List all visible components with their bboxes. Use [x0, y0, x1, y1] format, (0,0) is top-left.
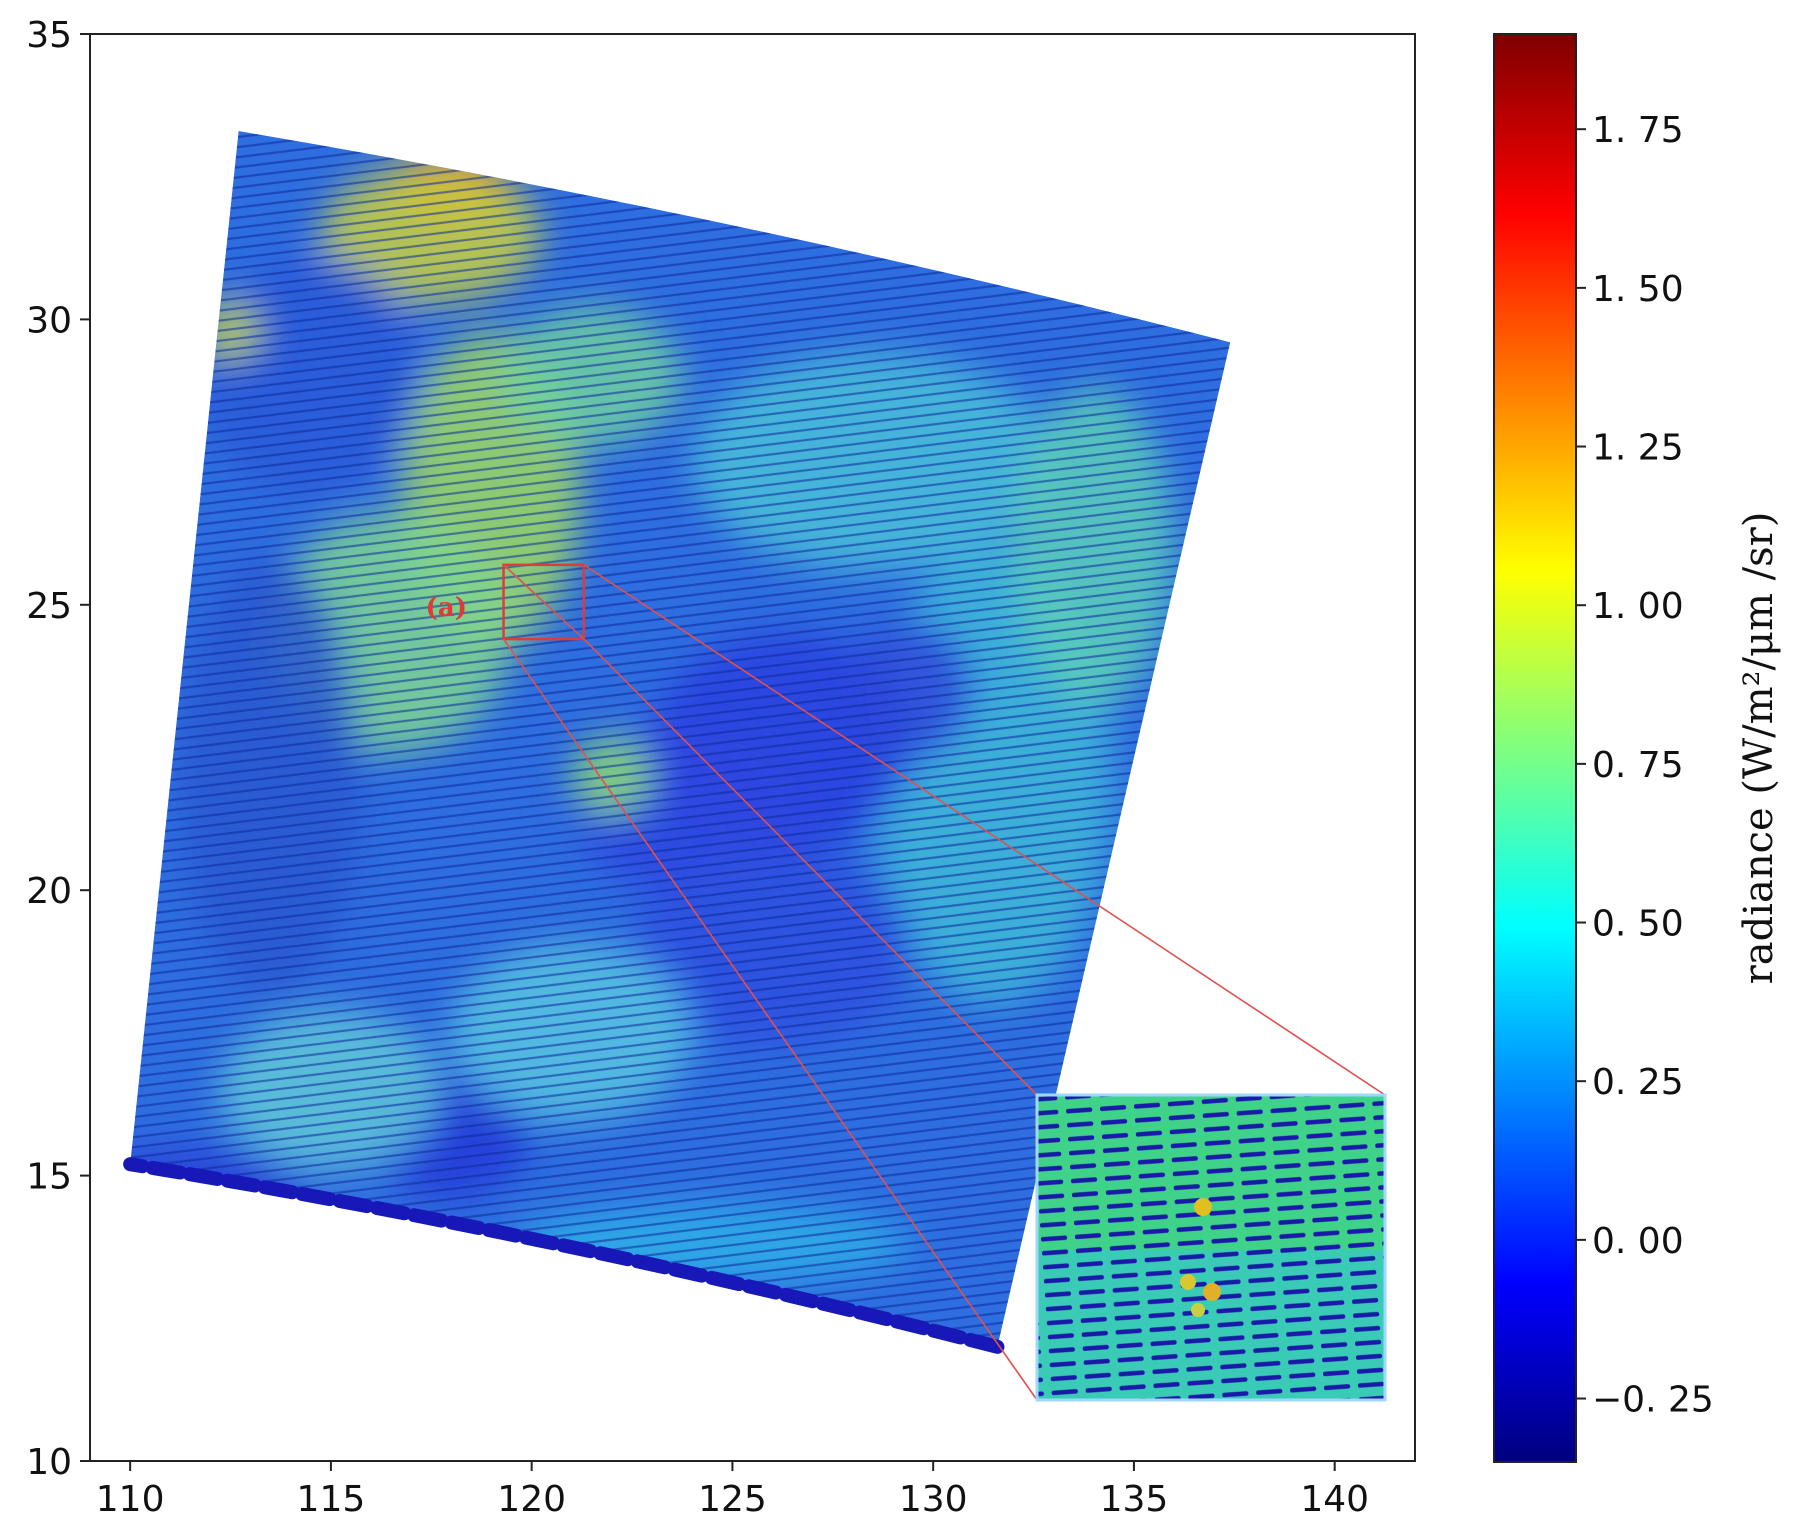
x-tick-label: 110 — [96, 1479, 165, 1520]
inset-zoom-panel — [1035, 1093, 1387, 1402]
colorbar-tick-label: 0. 75 — [1592, 745, 1684, 786]
annotation-box — [502, 563, 586, 641]
x-tick-label: 130 — [899, 1479, 968, 1520]
inset-scan-dashes — [1037, 1095, 1385, 1400]
x-tick-label: 135 — [1100, 1479, 1169, 1520]
inset-border — [1035, 1093, 1387, 1402]
colorbar-tick-label: 1. 00 — [1592, 586, 1684, 627]
zoom-connector-line — [502, 638, 1038, 1401]
y-tick-label: 25 — [26, 586, 72, 627]
zoom-connector-line — [503, 564, 585, 640]
y-axis: 10 15 20 25 30 35 — [26, 15, 90, 1483]
plot-frame — [89, 33, 1416, 1462]
x-axis: 110 115 120 125 130 135 140 — [96, 1461, 1369, 1520]
zoom-annotation: (a) — [426, 563, 1386, 1401]
inset-hotspot — [1194, 1198, 1212, 1216]
x-tick-label: 125 — [698, 1479, 767, 1520]
colorbar-tick-label: 1. 75 — [1592, 110, 1684, 151]
y-tick-label: 15 — [26, 1157, 72, 1198]
y-tick-label: 20 — [26, 871, 72, 912]
colorbar-gradient — [1493, 33, 1577, 1463]
annotation-label: (a) — [426, 593, 467, 623]
colorbar-tick-label: 0. 25 — [1592, 1062, 1684, 1103]
zoom-connector-line — [583, 564, 1386, 1096]
zoom-connector-line — [583, 638, 1038, 1096]
inset-hotspot — [1191, 1303, 1205, 1317]
inset-hotspot — [1180, 1274, 1196, 1290]
radiance-swath — [130, 131, 1231, 1347]
colorbar-title: radiance (W/m²/μm /sr) — [1736, 512, 1782, 985]
colorbar-tick-label: −0. 25 — [1592, 1380, 1714, 1421]
x-tick-label: 115 — [297, 1479, 366, 1520]
colorbar-ticks: −0. 25 0. 00 0. 25 0. 50 0. 75 1. 00 1. 25 1. 5… — [1576, 110, 1714, 1421]
y-tick-label: 35 — [26, 15, 72, 56]
colorbar-tick-label: 0. 00 — [1592, 1221, 1684, 1262]
inset-hotspot — [1203, 1283, 1221, 1301]
x-tick-label: 140 — [1300, 1479, 1369, 1520]
colorbar-tick-label: 0. 50 — [1592, 904, 1684, 945]
colorbar-tick-label: 1. 25 — [1592, 428, 1684, 469]
swath-bottom-edge — [123, 1157, 1005, 1354]
y-tick-label: 30 — [26, 300, 72, 341]
colorbar: −0. 25 0. 00 0. 25 0. 50 0. 75 1. 00 1. 25 1. 5… — [1493, 33, 1782, 1463]
swath-scan-lines — [130, 131, 1231, 1347]
x-tick-label: 120 — [497, 1479, 566, 1520]
y-tick-label: 10 — [26, 1442, 72, 1483]
colorbar-tick-label: 1. 50 — [1592, 269, 1684, 310]
